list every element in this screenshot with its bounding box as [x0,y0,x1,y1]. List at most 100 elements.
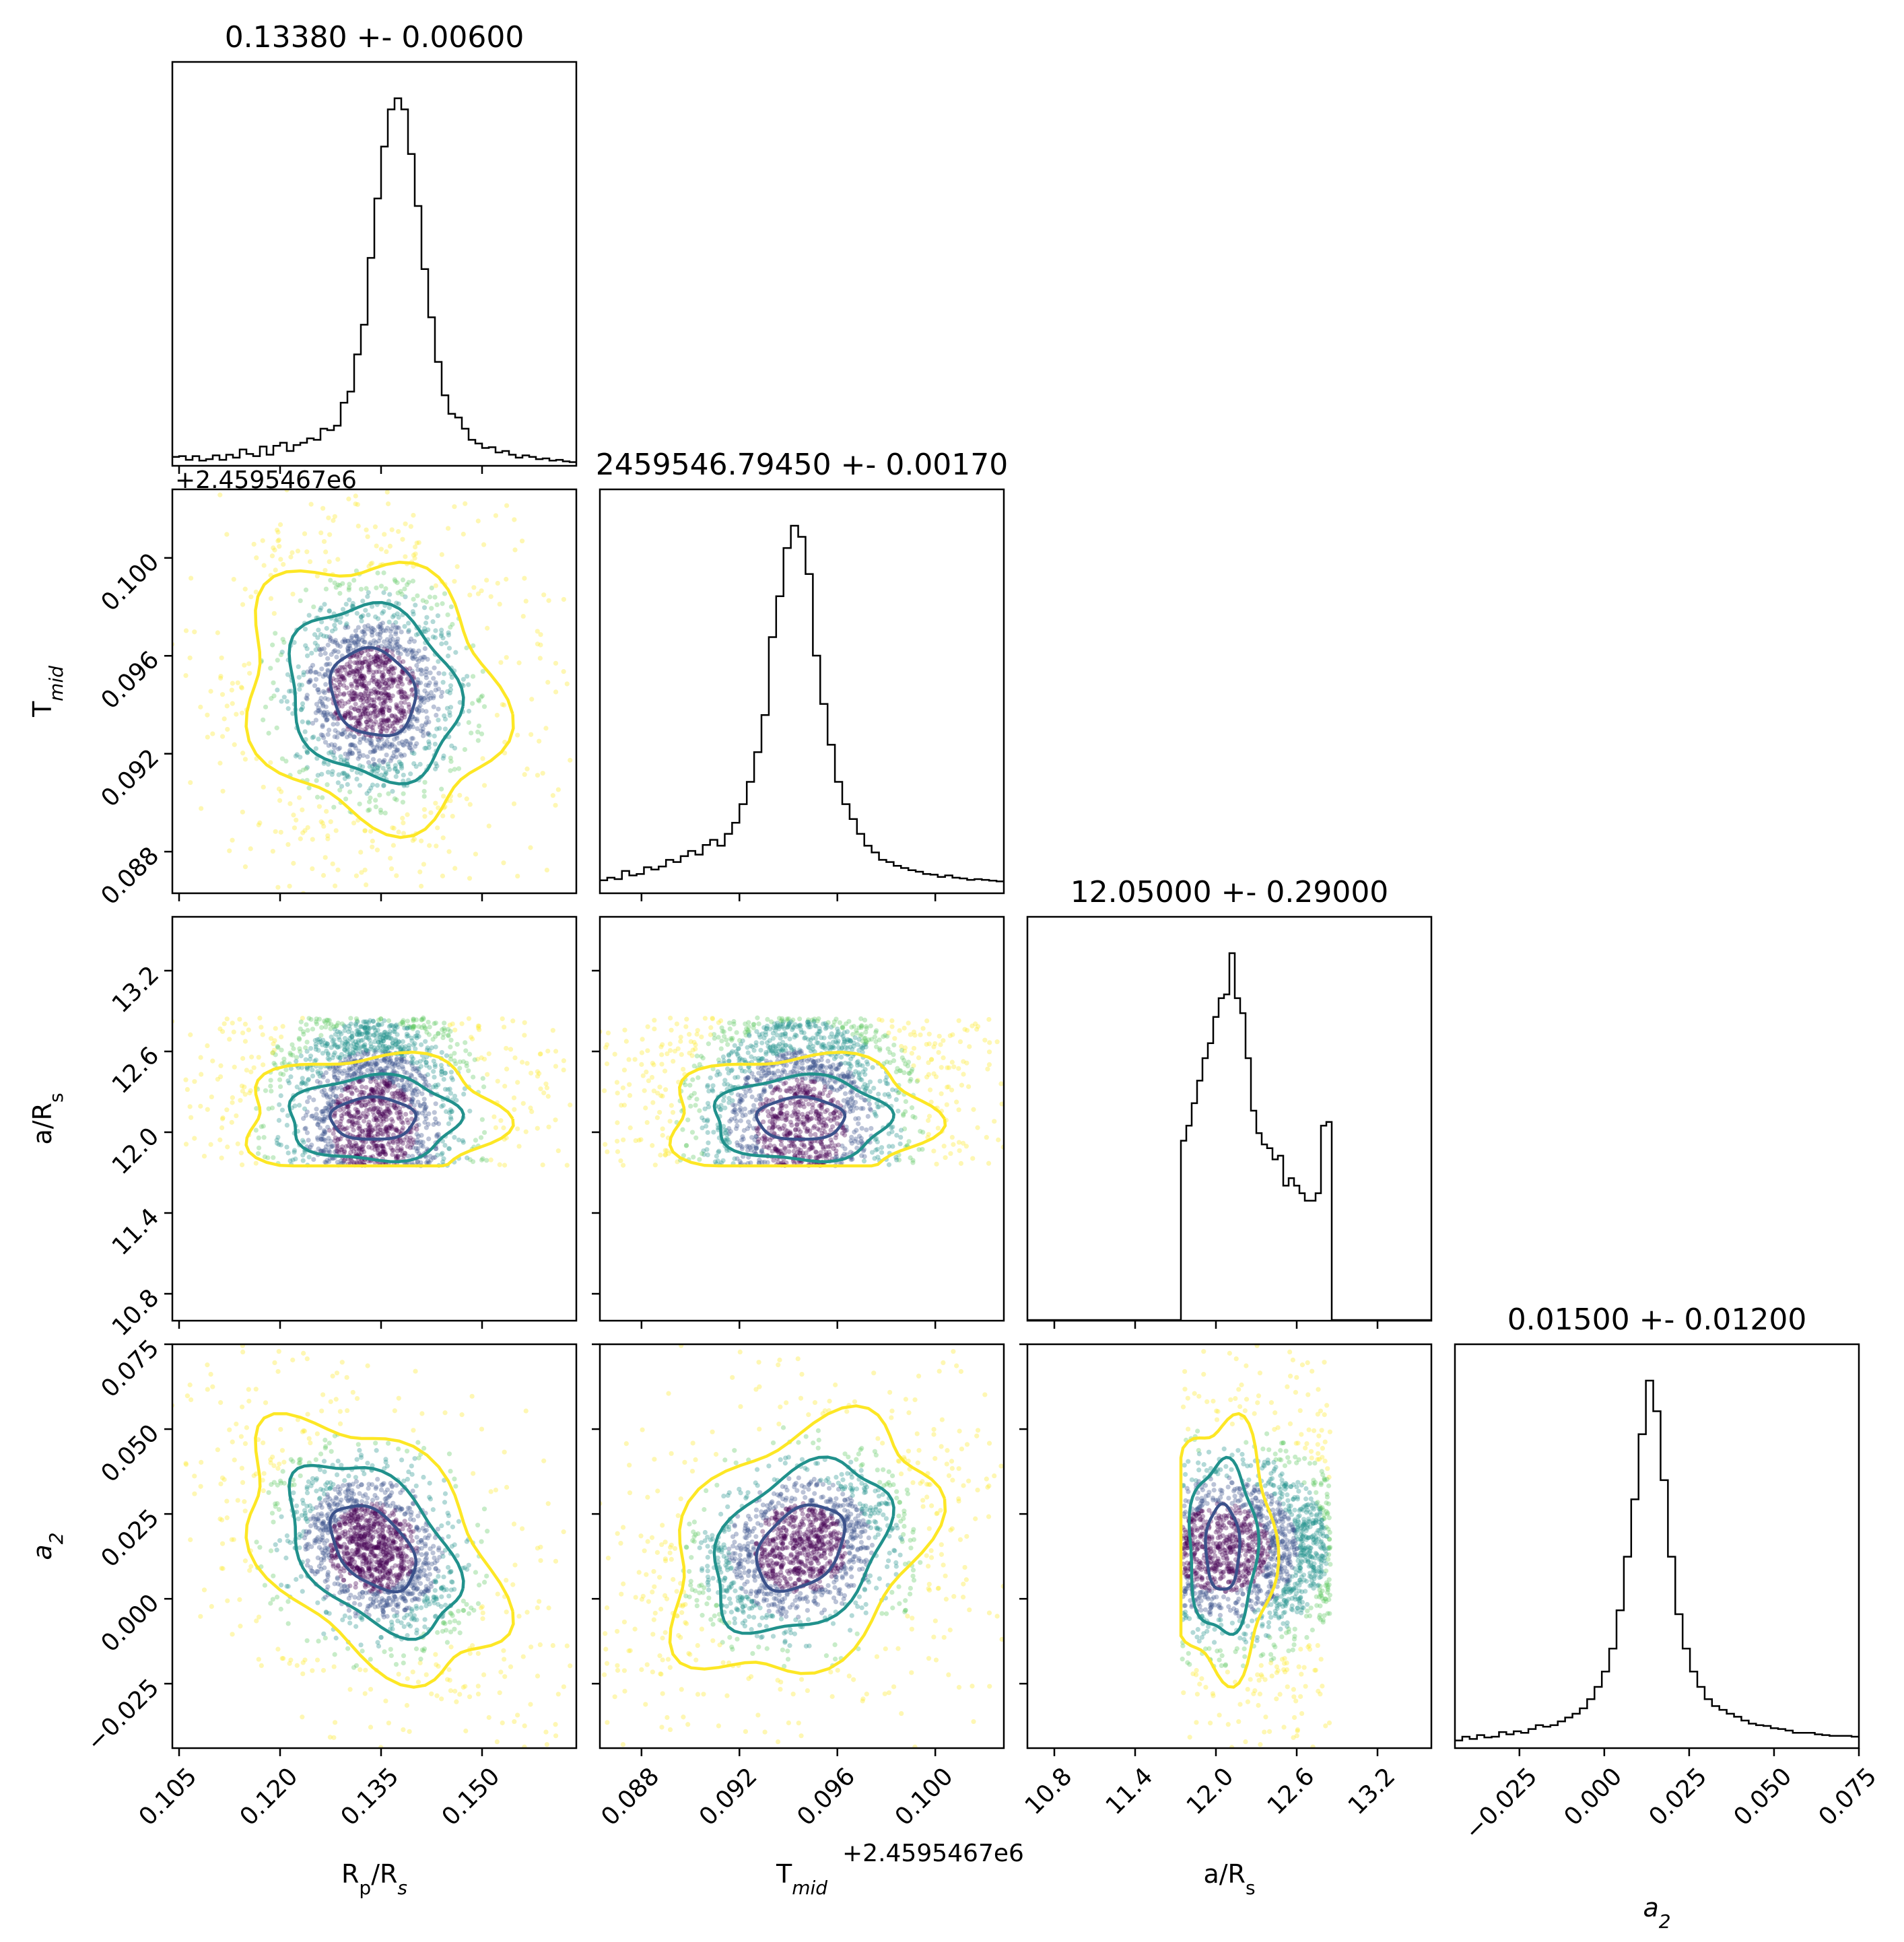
data-point [479,1157,485,1163]
data-point [469,1035,474,1040]
data-point [432,1154,438,1160]
data-point [290,550,295,555]
data-point [349,1091,355,1097]
data-point [418,1103,423,1109]
data-point [361,1019,366,1025]
data-point [768,1111,774,1117]
data-point [448,1029,453,1034]
data-point [304,693,310,698]
data-point [371,1103,376,1108]
data-point [562,1027,566,1031]
data-point [375,1131,380,1137]
data-point [444,689,450,695]
data-point [444,705,450,711]
data-point [361,629,366,635]
data-point [351,734,357,740]
data-point [447,1110,452,1115]
data-point [394,1060,399,1066]
data-point [732,1043,737,1048]
data-point [261,563,267,568]
data-point [1075,1135,1079,1140]
data-point [341,676,347,681]
data-point [816,1113,821,1118]
data-point [820,1123,825,1128]
data-point [360,598,366,604]
data-point [387,1080,393,1086]
data-point [434,1146,439,1152]
data-point [759,1136,766,1141]
data-point [322,1114,328,1119]
data-point [477,698,482,704]
data-point [386,707,391,713]
data-point [362,828,368,833]
data-point [436,686,442,692]
data-point [831,1056,838,1062]
data-point [314,777,319,784]
data-point [335,649,341,654]
data-point [778,1103,784,1108]
data-point [803,1035,808,1041]
data-point [377,1034,383,1040]
data-point [247,670,252,676]
data-point [535,1095,539,1099]
data-point [384,1035,389,1040]
data-point [456,1137,462,1143]
data-point [358,674,364,680]
data-point [842,1039,847,1045]
data-point [394,1022,399,1028]
data-point [268,1078,273,1083]
data-point [359,664,365,670]
data-point [393,1037,399,1042]
data-point [452,1058,457,1064]
data-point [898,1128,904,1133]
data-point [398,588,403,594]
data-point [382,1151,388,1157]
data-point [373,1049,378,1055]
data-point [328,1102,334,1107]
data-point [317,648,323,653]
data-point [442,1142,448,1148]
data-point [371,1142,377,1147]
data-point [377,1127,383,1133]
data-point [826,1149,832,1154]
data-point [797,1103,803,1109]
data-point [726,1131,732,1136]
data-point [397,938,402,942]
data-point [448,1057,454,1062]
data-point [434,712,439,718]
data-point [358,615,364,620]
data-point [790,1141,795,1146]
data-point [360,1037,366,1043]
data-point [524,1061,530,1066]
data-point [813,1111,819,1117]
data-point [342,712,348,718]
data-point [432,733,437,739]
data-point [271,1155,276,1160]
data-point [408,636,414,641]
data-point [325,717,330,722]
data-point [67,1028,72,1033]
data-point [323,549,329,555]
data-point [360,660,365,666]
data-point [125,1121,130,1126]
data-point [475,738,481,743]
data-point [741,1128,747,1133]
data-point [353,501,358,507]
data-point [396,1129,402,1134]
data-point [358,714,364,720]
data-point [422,1025,428,1031]
data-point [372,1144,378,1149]
data-point [403,554,408,559]
data-point [322,1043,329,1049]
data-point [335,1020,341,1026]
data-point [335,667,340,672]
data-point [849,1080,854,1085]
data-point [907,1078,913,1084]
data-point [708,1032,714,1037]
y-tick-label: 0.088 [96,842,164,911]
data-point [430,1037,436,1042]
data-point [796,1022,802,1029]
data-point [416,648,421,654]
data-point [358,722,363,727]
data-point [357,721,362,726]
